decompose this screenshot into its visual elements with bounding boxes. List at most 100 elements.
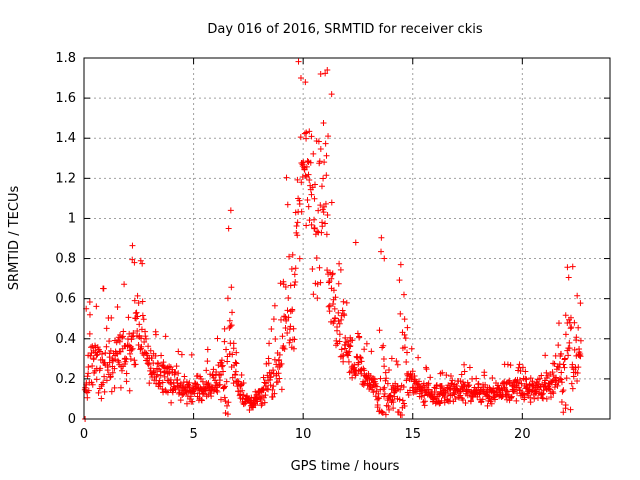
data-point: [407, 387, 414, 394]
data-point: [270, 367, 277, 374]
data-point: [507, 362, 514, 369]
data-point: [280, 344, 287, 351]
data-point: [240, 379, 247, 386]
data-point: [276, 375, 283, 382]
data-point: [174, 376, 181, 383]
data-point: [162, 333, 169, 340]
data-point: [226, 317, 233, 324]
data-point: [127, 355, 134, 362]
data-point: [571, 319, 578, 326]
data-point: [269, 386, 276, 393]
data-point: [270, 316, 277, 323]
data-point: [316, 264, 323, 271]
data-point: [484, 402, 491, 409]
data-point: [172, 369, 179, 376]
data-point: [315, 207, 322, 214]
data-point: [276, 351, 283, 358]
data-point: [372, 380, 379, 387]
data-point: [317, 71, 324, 78]
data-point: [310, 150, 317, 157]
data-point: [388, 355, 395, 362]
data-point: [147, 347, 154, 354]
data-point: [214, 388, 221, 395]
data-point: [207, 390, 214, 397]
data-point: [384, 380, 391, 387]
data-point: [479, 396, 486, 403]
data-point: [345, 352, 352, 359]
data-point: [558, 399, 565, 406]
data-point: [322, 140, 329, 147]
data-point: [303, 129, 310, 136]
data-point: [558, 369, 565, 376]
data-point: [351, 361, 358, 368]
data-point: [458, 371, 465, 378]
data-point: [302, 79, 309, 86]
data-point: [314, 228, 321, 235]
data-point: [382, 369, 389, 376]
data-point: [334, 327, 341, 334]
data-point: [106, 338, 113, 345]
data-point: [230, 380, 237, 387]
data-point: [238, 372, 245, 379]
data-point: [439, 369, 446, 376]
data-point: [259, 400, 266, 407]
data-point: [287, 282, 294, 289]
data-point: [221, 383, 228, 390]
data-point: [181, 373, 188, 380]
data-point: [322, 70, 329, 77]
data-point: [85, 370, 92, 377]
data-point: [332, 294, 339, 301]
data-point: [368, 348, 375, 355]
data-point: [319, 223, 326, 230]
data-point: [252, 402, 259, 409]
data-point: [527, 399, 534, 406]
data-point: [120, 328, 127, 335]
data-point: [135, 300, 142, 307]
data-point: [267, 373, 274, 380]
data-point: [254, 398, 261, 405]
data-point: [114, 303, 121, 310]
data-point: [519, 364, 526, 371]
data-point: [323, 172, 330, 179]
data-point: [551, 384, 558, 391]
data-point: [107, 373, 114, 380]
data-point: [576, 352, 583, 359]
data-point: [304, 157, 311, 164]
data-point: [93, 352, 100, 359]
data-point: [86, 311, 93, 318]
data-point: [396, 277, 403, 284]
data-point: [415, 378, 422, 385]
x-tick-label: 5: [189, 427, 197, 442]
data-point: [233, 360, 240, 367]
data-point: [448, 380, 455, 387]
data-point: [335, 318, 342, 325]
data-point: [382, 411, 389, 418]
data-point: [402, 335, 409, 342]
data-point: [109, 369, 116, 376]
data-point: [322, 220, 329, 227]
data-point: [128, 346, 135, 353]
data-point: [562, 312, 569, 319]
data-point: [168, 399, 175, 406]
data-point: [285, 314, 292, 321]
data-point: [270, 383, 277, 390]
data-point: [298, 179, 305, 186]
data-point: [577, 337, 584, 344]
data-point: [118, 367, 125, 374]
data-point: [522, 375, 529, 382]
data-point: [399, 397, 406, 404]
x-tick-label: 15: [404, 427, 421, 442]
plot-frame: [83, 57, 611, 420]
data-point: [86, 330, 93, 337]
data-point: [229, 351, 236, 358]
data-point: [516, 376, 523, 383]
data-point: [145, 361, 152, 368]
data-point: [338, 316, 345, 323]
data-point: [516, 361, 523, 368]
data-point: [404, 349, 411, 356]
data-point: [540, 387, 547, 394]
data-point: [328, 275, 335, 282]
data-point: [323, 152, 330, 159]
data-point: [230, 340, 237, 347]
data-point: [134, 328, 141, 335]
